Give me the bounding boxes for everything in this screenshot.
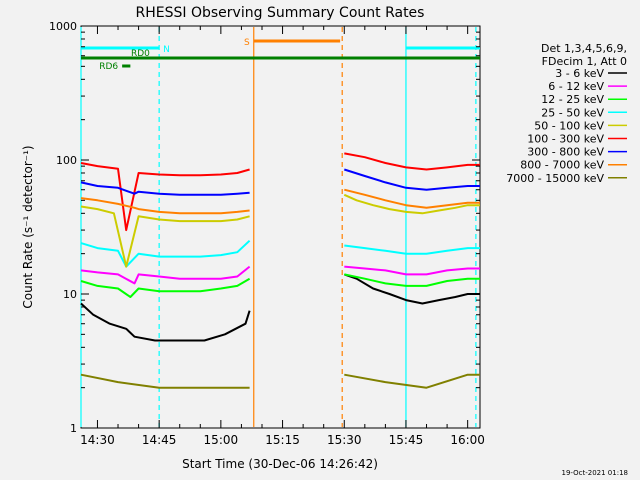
legend-header-line-1: Det 1,3,4,5,6,9, — [541, 42, 627, 55]
y-tick-label: 10 — [63, 288, 77, 301]
x-tick-label: 15:00 — [204, 433, 239, 447]
x-tick-label: 16:00 — [450, 433, 485, 447]
y-tick-label: 100 — [56, 154, 77, 167]
legend-entry-label: 3 - 6 keV — [555, 67, 604, 80]
y-axis-label: Count Rate (s⁻¹ detector⁻¹) — [21, 145, 35, 308]
data-series — [80, 152, 480, 389]
flag-label-rd6: RD6 — [99, 62, 118, 72]
x-tick-label: 15:30 — [327, 433, 362, 447]
legend: Det 1,3,4,5,6,9, FDecim 1, Att 0 3 - 6 k… — [506, 42, 627, 185]
vertical-markers — [80, 27, 477, 427]
x-tick-label: 15:45 — [389, 433, 424, 447]
x-axis-label: Start Time (30-Dec-06 14:26:42) — [182, 457, 378, 471]
legend-entry-label: 800 - 7000 keV — [520, 159, 604, 172]
legend-entry-label: 100 - 300 keV — [527, 133, 604, 146]
flag-label-s: S — [244, 38, 250, 48]
y-tick-label: 1 — [70, 422, 77, 435]
axes: 1 10 100 1000 14:30 14:45 15:00 15:15 15:30 15:45… — [49, 20, 485, 447]
series-line — [80, 168, 480, 196]
series-line — [80, 193, 480, 268]
chart-title: RHESSI Observing Summary Count Rates — [136, 5, 425, 21]
legend-header-line-2: FDecim 1, Att 0 — [542, 55, 627, 68]
series-line — [80, 152, 480, 232]
legend-entry-label: 12 - 25 keV — [541, 93, 604, 106]
series-line — [80, 273, 480, 342]
legend-entry-label: 7000 - 15000 keV — [506, 172, 604, 185]
flag-label-rd0: RD0 — [131, 49, 150, 59]
generated-timestamp: 19-Oct-2021 01:18 — [562, 469, 628, 477]
x-tick-label: 14:30 — [80, 433, 115, 447]
x-tick-label: 15:15 — [265, 433, 300, 447]
y-tick-label: 1000 — [49, 20, 77, 33]
series-line — [80, 373, 480, 389]
series-line — [80, 265, 480, 285]
flag-bars: N S RD0 RD6 — [81, 38, 480, 72]
series-line — [80, 239, 480, 268]
legend-entry-label: 50 - 100 keV — [534, 119, 604, 132]
series-line — [80, 188, 480, 215]
x-tick-label: 14:45 — [142, 433, 177, 447]
legend-entry-label: 300 - 800 keV — [527, 146, 604, 159]
flag-label-n: N — [163, 45, 170, 55]
series-line — [80, 273, 480, 298]
legend-entry-label: 25 - 50 keV — [541, 106, 604, 119]
legend-entry-label: 6 - 12 keV — [548, 80, 604, 93]
